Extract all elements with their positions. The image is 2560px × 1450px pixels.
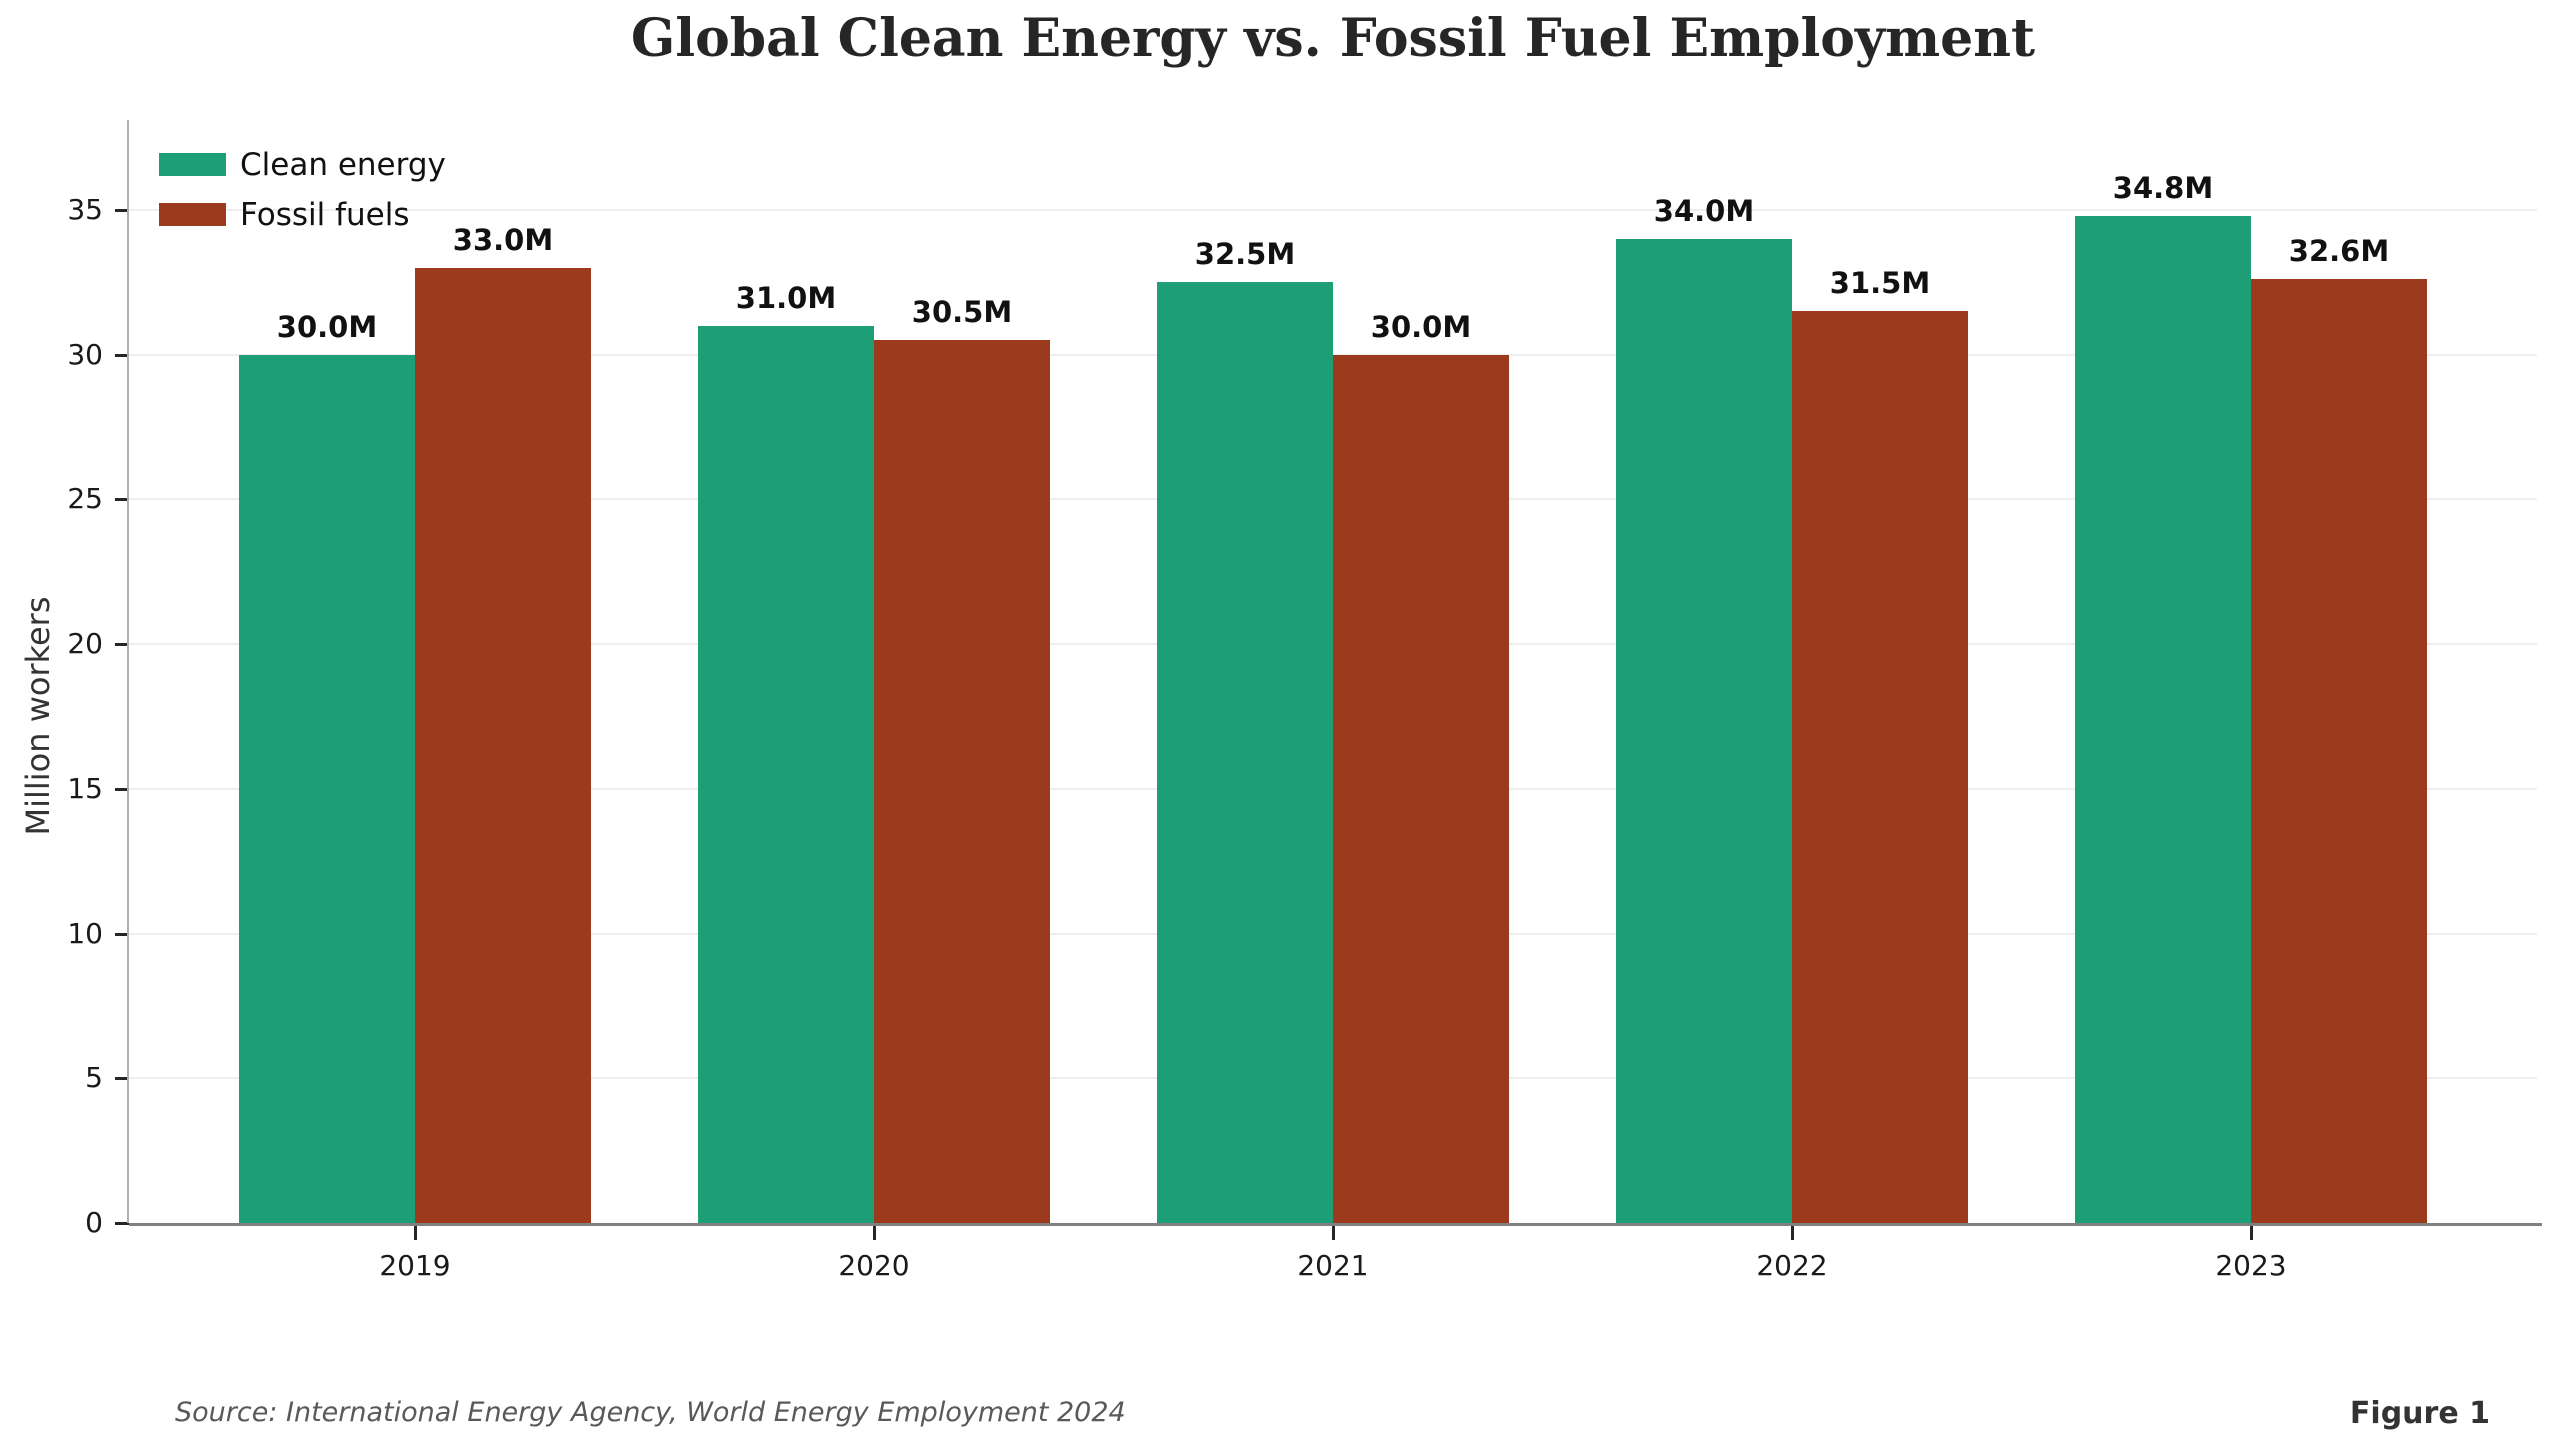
y-tick-mark-35 [115,209,129,212]
y-tick-mark-15 [115,787,129,791]
bar-fossil-fuels-2021 [1333,354,1509,1223]
bar-value-label-clean-energy-2021: 32.5M [1194,237,1296,272]
y-tick-mark-20 [115,643,129,647]
y-tick-label-35: 35 [67,193,103,226]
bar-clean-energy-2022 [1616,238,1792,1223]
x-tick-label-2020: 2020 [838,1249,910,1282]
x-tick-mark-2023 [2250,1226,2253,1240]
y-axis-label: Million workers [19,596,57,836]
bar-value-label-fossil-fuels-2020: 30.5M [911,295,1013,330]
y-tick-label-15: 15 [67,771,103,805]
legend-swatch-fossil-fuels [159,203,226,226]
y-tick-label-0: 0 [85,1206,103,1239]
bar-value-label-clean-energy-2022: 34.0M [1653,193,1755,228]
y-tick-label-5: 5 [85,1061,103,1095]
y-tick-mark-5 [115,1077,129,1081]
y-tick-mark-30 [115,353,129,357]
x-tick-mark-2019 [414,1226,417,1240]
bar-value-label-fossil-fuels-2023: 32.6M [2288,234,2390,269]
x-tick-label-2019: 2019 [379,1249,451,1282]
bar-clean-energy-2020 [698,325,874,1223]
bar-clean-energy-2023 [2075,215,2251,1223]
chart-title: Global Clean Energy vs. Fossil Fuel Empl… [630,8,2036,69]
bar-clean-energy-2019 [239,354,415,1223]
bar-value-label-clean-energy-2020: 31.0M [735,280,837,315]
y-tick-mark-10 [115,932,129,936]
y-tick-label-10: 10 [67,916,103,950]
figure-label: Figure 1 [2349,1396,2490,1431]
y-axis-spine [127,120,129,1223]
legend-label-fossil-fuels: Fossil fuels [240,197,410,233]
legend-swatch-clean-energy [159,153,226,176]
bar-fossil-fuels-2019 [415,267,591,1223]
bar-value-label-clean-energy-2023: 34.8M [2112,170,2214,205]
x-tick-mark-2022 [1791,1226,1794,1240]
y-tick-mark-0 [115,1222,129,1225]
gridline-35 [129,209,2537,211]
bar-fossil-fuels-2023 [2251,279,2427,1223]
bar-value-label-fossil-fuels-2021: 30.0M [1370,309,1472,344]
bar-fossil-fuels-2022 [1792,311,1968,1223]
source-note: Source: International Energy Agency, Wor… [175,1397,1126,1428]
y-tick-label-25: 25 [67,482,103,516]
legend-label-clean-energy: Clean energy [240,147,446,183]
y-tick-mark-25 [115,498,129,502]
x-tick-label-2022: 2022 [1756,1249,1828,1282]
x-axis-spine [129,1223,2542,1226]
x-tick-label-2023: 2023 [2215,1249,2287,1282]
bar-value-label-fossil-fuels-2022: 31.5M [1829,266,1931,301]
y-tick-label-30: 30 [67,337,103,371]
y-tick-label-20: 20 [67,627,103,661]
bar-value-label-clean-energy-2019: 30.0M [276,309,378,344]
x-tick-mark-2021 [1332,1226,1335,1240]
x-tick-mark-2020 [873,1226,876,1240]
bar-value-label-fossil-fuels-2019: 33.0M [452,222,554,257]
bar-fossil-fuels-2020 [874,340,1050,1223]
bar-clean-energy-2021 [1157,282,1333,1223]
x-tick-label-2021: 2021 [1297,1249,1369,1282]
